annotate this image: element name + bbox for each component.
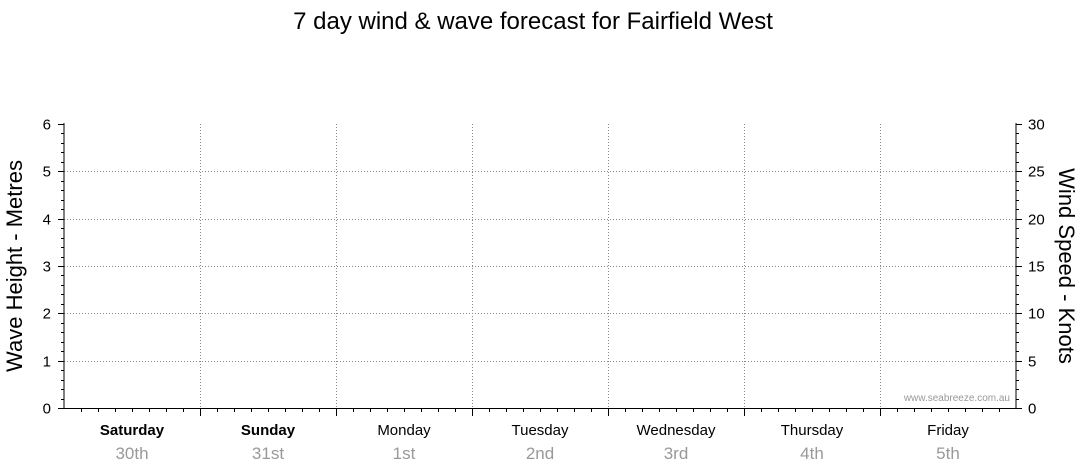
- date-label: 30th: [115, 444, 148, 463]
- left-tick-label: 1: [43, 354, 51, 371]
- watermark: www.seabreeze.com.au: [903, 393, 1010, 404]
- date-label: 4th: [800, 444, 824, 463]
- left-tick-label: 4: [43, 212, 51, 229]
- grid-lines: [64, 124, 1016, 408]
- day-label: Thursday: [781, 422, 844, 439]
- right-tick-label: 5: [1028, 354, 1036, 371]
- right-axis-label: Wind Speed - Knots: [1054, 168, 1079, 364]
- day-label: Monday: [377, 422, 431, 439]
- day-label: Sunday: [241, 422, 296, 439]
- tick-marks: [58, 124, 1022, 416]
- left-tick-label: 0: [43, 401, 51, 418]
- left-tick-label: 2: [43, 306, 51, 323]
- left-axis-label: Wave Height - Metres: [2, 160, 27, 372]
- date-label: 2nd: [526, 444, 554, 463]
- left-tick-label: 6: [43, 117, 51, 134]
- left-tick-labels: 0 1 2 3 4 5 6: [43, 117, 51, 418]
- right-tick-labels: 0 5 10 15 20 25 30: [1028, 117, 1045, 418]
- chart-title: 7 day wind & wave forecast for Fairfield…: [293, 8, 773, 35]
- day-label: Wednesday: [637, 422, 716, 439]
- right-tick-label: 20: [1028, 212, 1045, 229]
- plot-background: [64, 124, 1016, 408]
- right-tick-label: 10: [1028, 306, 1045, 323]
- right-tick-label: 25: [1028, 164, 1045, 181]
- date-label: 31st: [252, 444, 284, 463]
- date-label: 1st: [393, 444, 416, 463]
- plot-area: 0 1 2 3 4 5 6 0 5 10 15 20 25 30 Saturday 30th Sunday 3…: [43, 117, 1045, 464]
- date-label: 5th: [936, 444, 960, 463]
- right-tick-label: 15: [1028, 259, 1045, 276]
- day-label: Tuesday: [512, 422, 569, 439]
- right-tick-label: 0: [1028, 401, 1036, 418]
- date-label: 3rd: [664, 444, 689, 463]
- day-labels: Saturday 30th Sunday 31st Monday 1st Tuesday 2n…: [100, 422, 969, 463]
- left-tick-label: 3: [43, 259, 51, 276]
- day-label: Friday: [927, 422, 969, 439]
- right-tick-label: 30: [1028, 117, 1045, 134]
- left-tick-label: 5: [43, 164, 51, 181]
- day-label: Saturday: [100, 422, 165, 439]
